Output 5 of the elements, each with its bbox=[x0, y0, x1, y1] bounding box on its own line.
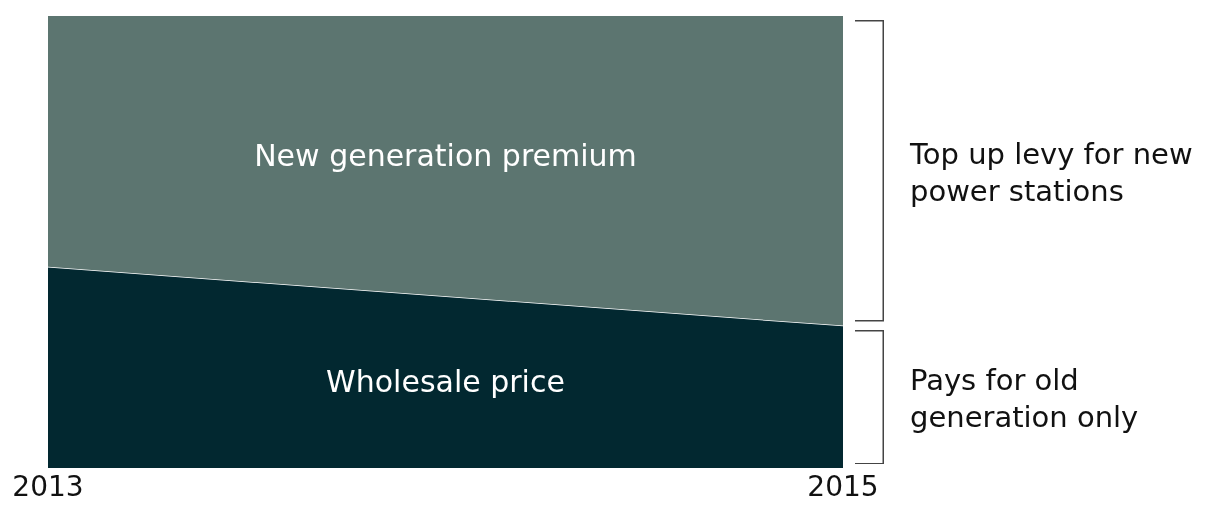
x-tick-label: 2015 bbox=[807, 469, 879, 503]
x-tick-label: 2013 bbox=[12, 469, 84, 503]
annotation: Top up levy for new power stations bbox=[910, 135, 1194, 210]
annotation: Pays for old generation only bbox=[910, 361, 1140, 436]
series-label: New generation premium bbox=[253, 137, 638, 176]
